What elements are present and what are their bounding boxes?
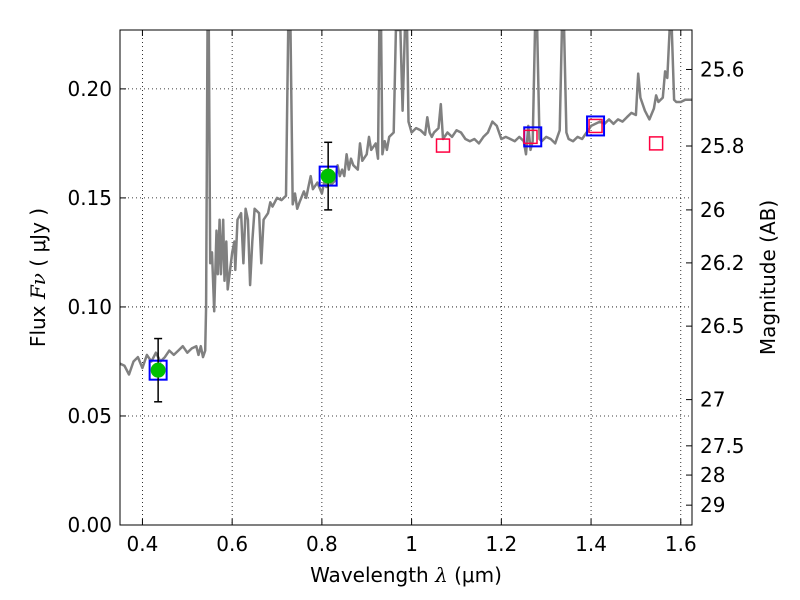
x-tick-label: 0.6	[216, 532, 248, 556]
y-tick-label: 0.05	[67, 404, 112, 428]
y2-tick-label: 26	[700, 198, 725, 222]
y-tick-label: 0.15	[67, 186, 112, 210]
spectrum-layer	[120, 30, 692, 376]
y2-tick-label: 25.6	[700, 57, 745, 81]
x-tick-label: 0.8	[306, 532, 338, 556]
y2-tick-label: 26.2	[700, 251, 745, 275]
x-axis-title: Wavelength λ (μm)	[310, 563, 502, 587]
plot-frame	[119, 29, 693, 526]
y-axis-unit: ( μJy )	[26, 208, 50, 267]
predicted-photometry-square	[648, 136, 664, 151]
x-axis-label-text: Wavelength	[310, 563, 429, 587]
y-tick-label: 0.10	[67, 295, 112, 319]
y-tick-label: 0.00	[67, 513, 112, 537]
predicted-photometry-square	[523, 129, 538, 145]
model-photometry-square	[586, 115, 606, 137]
y2-tick-label: 26.5	[700, 314, 745, 338]
x-axis-symbol: λ	[434, 563, 448, 587]
y-tick-label: 0.20	[67, 77, 112, 101]
observed-photometry-point	[320, 168, 336, 184]
x-axis-unit: (μm)	[454, 563, 502, 587]
y2-tick-label: 28	[700, 463, 725, 487]
x-tick-label: 1.6	[665, 532, 697, 556]
y2-tick-label: 25.8	[700, 134, 745, 158]
y2-axis-title: Magnitude (AB)	[756, 200, 780, 355]
predicted-photometry-square	[588, 118, 603, 134]
predicted-photometry-square	[435, 138, 451, 153]
y2-tick-label: 27.5	[700, 434, 745, 458]
x-tick-label: 1.4	[575, 532, 607, 556]
y2-tick-label: 27	[700, 388, 725, 412]
y-axis-label-text: Flux	[26, 305, 50, 347]
observed-photometry-point	[150, 362, 166, 378]
photometry-layer	[148, 115, 664, 403]
y-axis-symbol: Fν	[26, 273, 50, 300]
x-tick-label: 1.2	[485, 532, 517, 556]
x-tick-label: 0.4	[127, 532, 159, 556]
y2-tick-label: 29	[700, 493, 725, 517]
spectrum-line	[120, 30, 692, 376]
y-axis-title: Flux Fν ( μJy )	[26, 208, 50, 347]
axis-ticks: 0.4 0.6 0.8 1 1.2 1.4 1.6 0.00 0.05 0.10 0.15 0.20 2…	[67, 30, 745, 556]
x-tick-label: 1	[405, 532, 418, 556]
